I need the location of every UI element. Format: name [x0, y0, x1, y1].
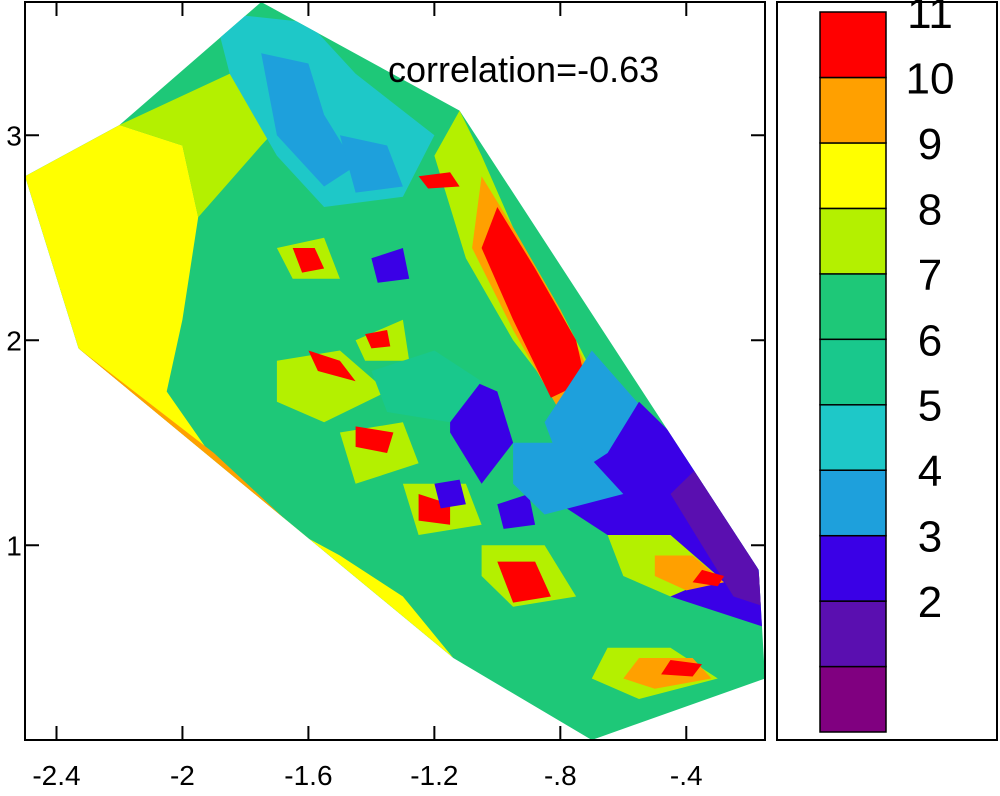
x-tick-label: -2 [170, 760, 195, 791]
contour-patch-level-11 [481, 207, 586, 398]
contour-patch-level-3 [371, 248, 410, 283]
colorbar-label: 8 [918, 185, 942, 234]
colorbar-swatch [819, 469, 887, 537]
contour-patch-level-11 [418, 494, 451, 525]
y-tick-label: 3 [6, 120, 22, 151]
colorbar-swatch [819, 403, 887, 471]
contour-patch-level-3 [434, 479, 466, 509]
colorbar-swatch [819, 600, 887, 668]
contour-patch-level-4 [339, 135, 403, 193]
axis-ticks: -2.4 -2 -1.6 -1.2 -.8 -.4 1 2 3 [6, 2, 765, 791]
contour-patch-level-11 [292, 248, 325, 273]
contour-patch-level-11 [418, 172, 460, 189]
colorbar-label: 3 [918, 513, 942, 562]
colorbar-label: 4 [918, 447, 942, 496]
correlation-annotation: correlation=-0.63 [388, 49, 659, 90]
contour-patch-level-8 [276, 350, 388, 423]
colorbar-swatch [819, 665, 887, 733]
x-tick-label: -1.2 [410, 760, 458, 791]
colorbar-label: 10 [906, 55, 955, 104]
colorbar-swatch [819, 207, 887, 275]
colorbar-label: 9 [918, 120, 942, 169]
x-tick-label: -.4 [670, 760, 703, 791]
y-tick-label: 2 [6, 325, 22, 356]
contour-patch-level-11 [497, 561, 551, 603]
plot-frame [24, 1, 766, 741]
x-tick-label: -2.4 [32, 760, 80, 791]
colorbar-label: 7 [918, 251, 942, 300]
contour-patch-level-4 [261, 53, 356, 187]
x-tick-label: -1.6 [284, 760, 332, 791]
colorbar-label: 2 [918, 578, 942, 627]
colorbar-swatch [819, 76, 887, 144]
colorbar-swatch [819, 273, 887, 341]
colorbar-swatch [819, 142, 887, 210]
colorbar: 2 3 4 5 6 7 8 9 10 11 [819, 0, 955, 733]
colorbar-swatch [819, 11, 887, 79]
contour-region [25, 2, 765, 740]
colorbar-label: 11 [907, 0, 953, 38]
colorbar-label: 5 [918, 382, 942, 431]
contour-patch-level-2 [670, 463, 765, 607]
x-tick-label: -.8 [544, 760, 577, 791]
contour-patch-level-11 [308, 350, 356, 382]
colorbar-label: 6 [918, 316, 942, 365]
colorbar-swatch [819, 338, 887, 406]
contour-patch-level-4 [513, 442, 624, 515]
y-tick-label: 1 [6, 530, 22, 561]
contour-patch-level-11 [365, 330, 391, 349]
contour-patch-level-9 [25, 125, 454, 658]
contour-patch-level-11 [661, 660, 702, 677]
contour-patch-level-11 [692, 569, 725, 587]
colorbar-frame [776, 1, 998, 741]
colorbar-swatch [819, 534, 887, 602]
contour-patch-level-11 [355, 426, 394, 453]
contour-patch-level-6 [371, 350, 482, 423]
contour-patch-level-3 [497, 494, 536, 529]
